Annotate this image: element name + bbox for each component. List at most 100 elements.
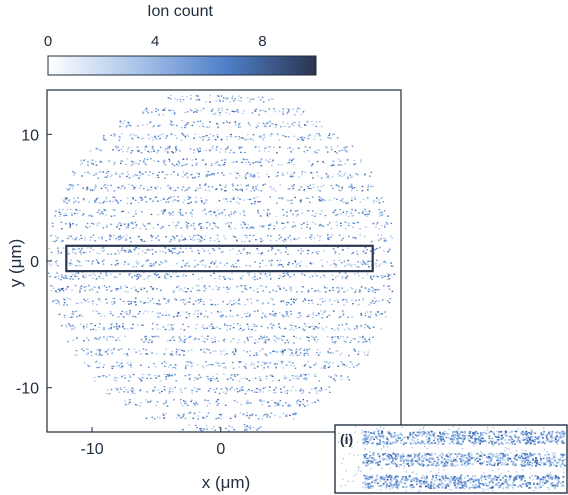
ion-point: [94, 160, 97, 163]
ion-point: [253, 364, 255, 366]
ion-point: [188, 378, 191, 380]
ion-point: [319, 291, 321, 293]
ion-point: [170, 276, 172, 278]
ion-point: [174, 151, 177, 153]
ion-point: [218, 212, 221, 215]
ion-point: [187, 202, 189, 204]
ion-point: [82, 276, 85, 278]
ion-point: [351, 176, 353, 178]
ion-point: [186, 158, 188, 160]
ion-point: [239, 277, 242, 279]
ion-point: [125, 404, 127, 407]
ion-point: [168, 250, 171, 253]
ion-point: [344, 272, 347, 274]
ion-point: [55, 291, 58, 293]
ion-point: [205, 199, 208, 201]
ion-point: [171, 121, 173, 123]
ion-point: [330, 376, 332, 378]
ion-point: [284, 251, 287, 253]
inset-ion-point: [392, 459, 394, 462]
ion-point: [275, 290, 278, 293]
ion-point: [157, 328, 159, 330]
inset-ion-point: [363, 434, 366, 436]
ion-point: [179, 315, 182, 317]
ion-point: [356, 328, 359, 330]
inset-ion-point: [478, 455, 481, 457]
inset-ion-point: [401, 438, 404, 440]
ion-point: [155, 366, 157, 368]
inset-ion-point: [421, 474, 424, 477]
ion-point: [287, 342, 290, 344]
ion-point: [321, 265, 324, 267]
ion-point: [117, 262, 120, 265]
ion-point: [232, 367, 235, 369]
ion-point: [100, 237, 103, 239]
ion-point: [262, 415, 265, 417]
ion-point: [226, 286, 228, 289]
inset-ion-point: [362, 438, 364, 440]
ion-point: [308, 336, 310, 339]
ion-point: [58, 291, 61, 293]
ion-point: [315, 362, 318, 364]
ion-point: [303, 151, 306, 153]
ion-point: [187, 135, 190, 138]
ion-point: [253, 197, 256, 199]
ion-point: [314, 290, 317, 292]
ion-point: [266, 212, 268, 214]
inset-ion-point: [367, 442, 370, 444]
ion-point: [291, 327, 293, 329]
ion-point: [170, 133, 173, 135]
ion-point: [344, 172, 346, 174]
ion-point: [223, 354, 226, 356]
ion-point: [163, 389, 166, 391]
inset-ion-point: [395, 438, 397, 440]
ion-point: [355, 238, 357, 240]
ion-point: [126, 171, 129, 173]
ion-point: [267, 327, 269, 329]
ion-point: [191, 124, 194, 127]
ion-point: [264, 339, 267, 341]
ion-point: [318, 354, 320, 356]
ion-point: [134, 315, 136, 318]
ion-point: [291, 123, 294, 126]
inset-ion-point: [481, 440, 483, 443]
ion-point: [371, 300, 374, 302]
ion-point: [69, 325, 72, 327]
ion-point: [185, 275, 187, 277]
ion-point: [189, 297, 191, 300]
ion-point: [308, 299, 310, 302]
ion-point: [224, 238, 227, 240]
ion-point: [121, 172, 124, 175]
ion-point: [216, 122, 218, 125]
ion-point: [159, 199, 162, 202]
ion-point: [269, 291, 271, 293]
ion-point: [307, 197, 310, 200]
ion-point: [142, 348, 145, 350]
ion-point: [288, 262, 290, 264]
ion-point: [145, 353, 147, 355]
ion-point: [271, 247, 274, 250]
ion-point: [193, 266, 196, 268]
inset-ion-point: [551, 458, 553, 460]
ion-point: [50, 235, 52, 237]
inset-ion-point: [518, 439, 521, 442]
inset-ion-point: [453, 438, 455, 440]
ion-point: [211, 325, 214, 328]
inset-ion-point: [500, 442, 503, 444]
ion-point: [68, 198, 71, 201]
ion-point: [215, 149, 218, 151]
ion-point: [244, 241, 246, 243]
ion-point: [387, 215, 389, 217]
inset-ion-point: [426, 442, 429, 444]
ion-point: [180, 239, 183, 241]
ion-point: [199, 428, 201, 430]
ion-point: [184, 418, 187, 420]
inset-ion-point: [539, 453, 541, 456]
ion-point: [180, 227, 183, 229]
ion-point: [323, 274, 325, 277]
ion-point: [379, 215, 381, 217]
ion-point: [230, 211, 232, 213]
ion-point: [188, 350, 190, 352]
ion-point: [177, 413, 179, 415]
ion-point: [217, 95, 219, 97]
